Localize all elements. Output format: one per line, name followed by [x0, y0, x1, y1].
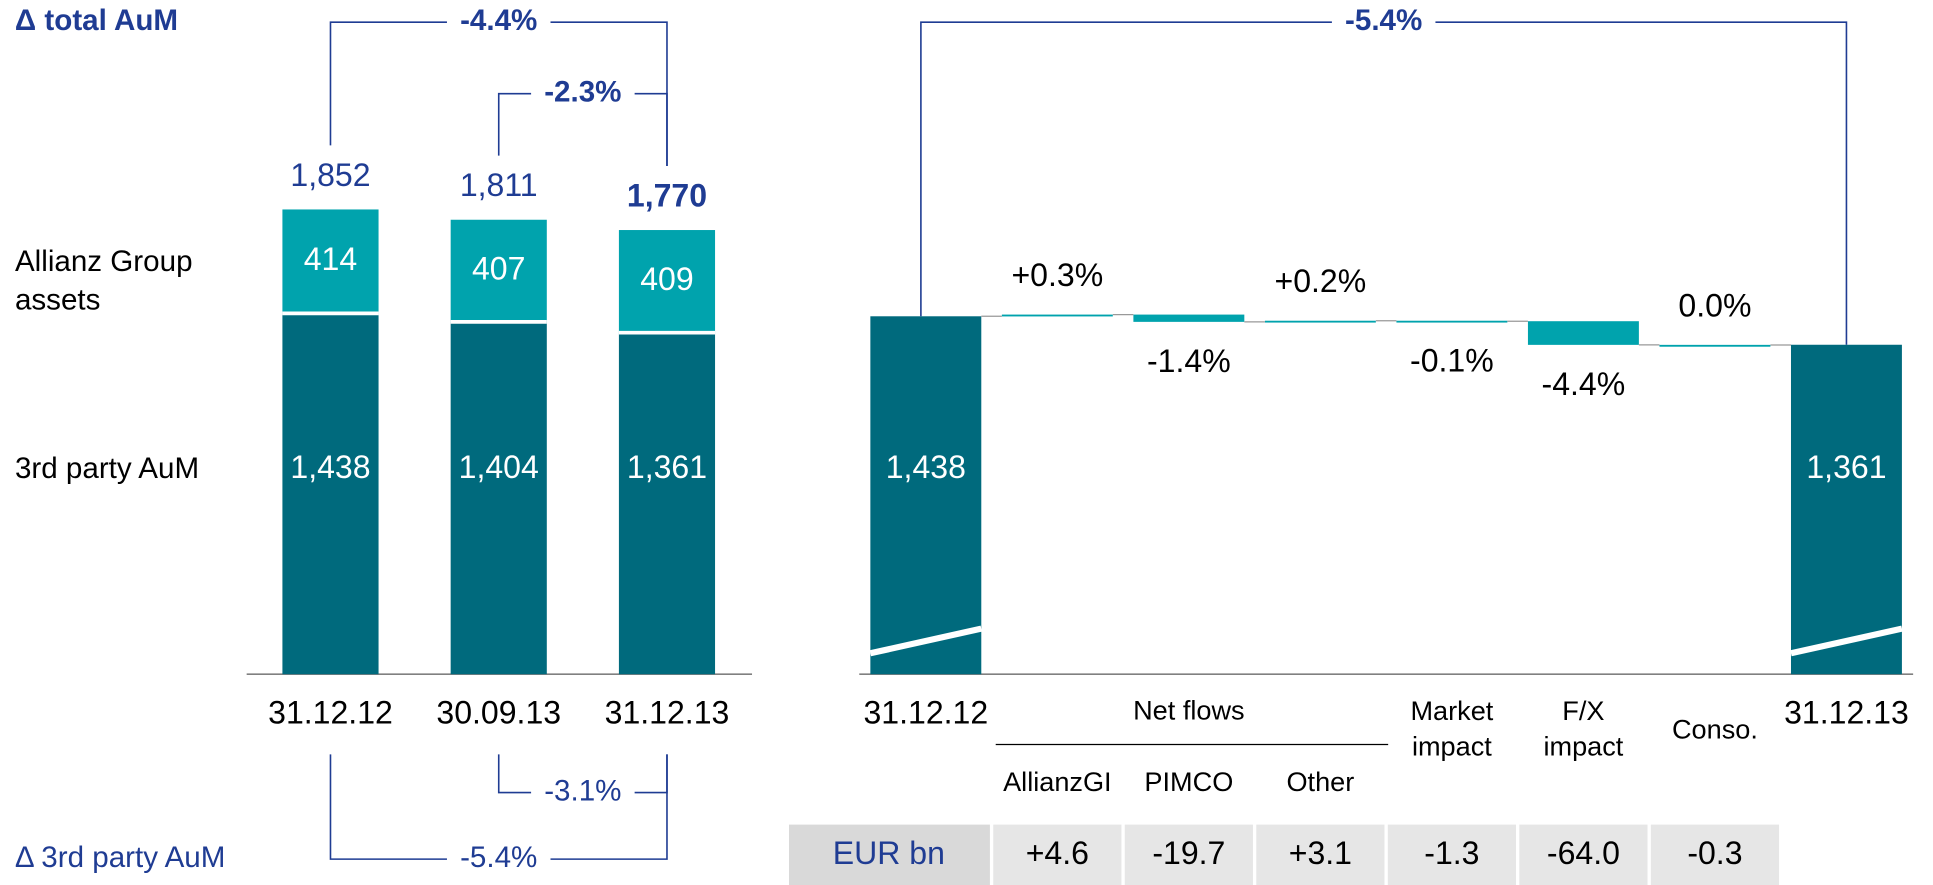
x-tick-label-box: Market impact [1410, 695, 1494, 762]
percent-label: +0.2% [1275, 263, 1367, 299]
table-cell [1650, 824, 1780, 885]
bar-value-label: 414 [304, 241, 357, 277]
bracket-label-bg [531, 775, 635, 810]
table-value: +3.1 [1289, 835, 1352, 871]
x-tick-label: F/X impact [1543, 695, 1624, 762]
bar-value-label: 1,438 [290, 449, 370, 485]
bar-segment [450, 321, 547, 675]
x-tick-label: 31.12.13 [1784, 694, 1909, 730]
axis-break [1790, 625, 1903, 657]
total-label: 1,770 [627, 177, 707, 213]
bracket-label: -3.1% [544, 774, 621, 807]
waterfall-bar [1264, 320, 1376, 323]
bracket-label-bg [531, 76, 635, 111]
group-label: Net flows [1133, 695, 1244, 726]
bar-segment [282, 313, 379, 675]
table-cell [1124, 824, 1253, 885]
x-tick-label-box: F/X impact [1543, 695, 1624, 762]
bar-value-label: 1,361 [1806, 449, 1886, 485]
table-cell [1387, 824, 1516, 885]
bar-segment [450, 219, 547, 322]
waterfall-bar [1527, 321, 1639, 345]
percent-label: 0.0% [1678, 287, 1751, 323]
bracket-label: -2.3% [544, 75, 621, 108]
bar-segment [618, 230, 716, 333]
legend-label: 3rd party AuM [14, 452, 200, 487]
x-tick-label: 31.12.12 [268, 694, 393, 730]
bracket-label-bg [446, 4, 551, 40]
percent-label: -0.1% [1410, 343, 1494, 379]
table-cell [993, 824, 1122, 885]
bracket-label: -5.4% [1345, 4, 1422, 37]
total-label: 1,852 [290, 157, 370, 193]
table-value: -19.7 [1152, 835, 1225, 871]
bar-segment [618, 332, 716, 675]
table-value: +4.6 [1026, 835, 1089, 871]
x-tick-label: PIMCO [1144, 766, 1233, 797]
legend-label-box: 3rd party AuM [14, 452, 200, 487]
bar-value-label: 1,438 [886, 449, 966, 485]
waterfall-bar [1133, 314, 1245, 322]
bar-segment [282, 209, 379, 314]
bracket-label-bg [446, 841, 551, 877]
table-value: -1.3 [1424, 835, 1479, 871]
bar-value-label: 409 [640, 261, 693, 297]
table-header-cell [789, 824, 990, 885]
table-cell [1256, 824, 1385, 885]
percent-label: -1.4% [1147, 343, 1231, 379]
x-tick-label: Other [1286, 766, 1354, 797]
waterfall-bar [1396, 320, 1508, 323]
x-tick-label-box: Conso. [1671, 713, 1758, 745]
x-tick-label: 30.09.13 [436, 694, 561, 730]
legend-label: Allianz Group assets [14, 245, 193, 317]
x-tick-label: Conso. [1671, 713, 1758, 745]
bracket-label: -4.4% [460, 4, 537, 37]
bar-value-label: 407 [472, 250, 525, 286]
x-tick-label: Market impact [1410, 695, 1494, 762]
waterfall-bar [870, 316, 982, 675]
table-unit-label: EUR bn [833, 835, 945, 871]
x-tick-label: 31.12.13 [605, 694, 730, 730]
left-title: Δ total AuM [15, 4, 178, 37]
bracket-label-bg [1331, 4, 1436, 40]
table-value: -0.3 [1687, 835, 1742, 871]
waterfall-bar [1001, 314, 1113, 317]
table-value: -64.0 [1547, 835, 1620, 871]
percent-label: +0.3% [1011, 257, 1103, 293]
bar-value-label: 1,361 [627, 449, 707, 485]
waterfall-bar [1659, 344, 1771, 347]
legend-label-box: Allianz Group assets [14, 245, 193, 317]
percent-label: -4.4% [1542, 366, 1626, 402]
axis-break [869, 625, 982, 657]
waterfall-bar [1790, 344, 1902, 675]
x-tick-label: 31.12.12 [863, 694, 988, 730]
total-label: 1,811 [460, 167, 538, 203]
bar-value-label: 1,404 [459, 449, 539, 485]
x-tick-label: AllianzGI [1003, 766, 1111, 797]
table-cell [1519, 824, 1648, 885]
bracket-label: -5.4% [460, 841, 537, 874]
left-bottom-title: Δ 3rd party AuM [15, 841, 225, 874]
